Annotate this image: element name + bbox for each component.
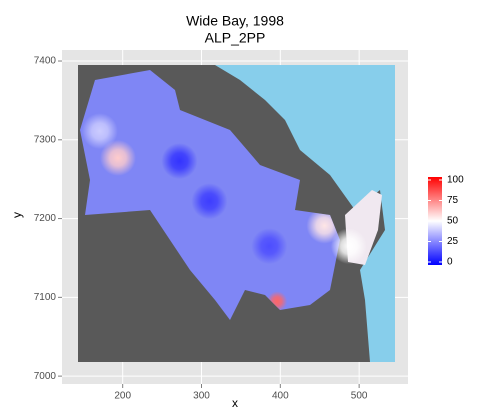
colorbar bbox=[428, 177, 442, 265]
x-tick-label: 200 bbox=[114, 391, 131, 402]
colorbar-label: 50 bbox=[447, 216, 459, 227]
hotspot bbox=[161, 143, 198, 180]
y-tick-label: 7300 bbox=[34, 134, 57, 145]
chart-subtitle: ALP_2PP bbox=[205, 30, 266, 46]
y-tick-label: 7400 bbox=[34, 56, 57, 67]
x-tick-label: 300 bbox=[193, 391, 210, 402]
colorbar-label: 100 bbox=[447, 175, 464, 186]
x-axis-label: x bbox=[232, 396, 238, 410]
hotspot bbox=[191, 183, 228, 220]
y-axis-label: y bbox=[10, 212, 24, 218]
chart-title: Wide Bay, 1998 bbox=[186, 13, 284, 29]
hotspot bbox=[251, 228, 288, 265]
coastal-hotspots bbox=[330, 228, 367, 265]
y-tick-label: 7200 bbox=[34, 213, 57, 224]
colorbar-label: 75 bbox=[447, 195, 459, 206]
y-tick-label: 7000 bbox=[34, 371, 57, 382]
hotspot bbox=[99, 139, 136, 176]
y-tick-label: 7100 bbox=[34, 292, 57, 303]
sea bbox=[215, 65, 395, 362]
hotspot bbox=[81, 113, 118, 150]
x-tick-label: 500 bbox=[351, 391, 368, 402]
colorbar-label: 0 bbox=[447, 257, 453, 268]
hotspot bbox=[330, 228, 367, 265]
colorbar-label: 25 bbox=[447, 236, 459, 247]
x-tick-label: 400 bbox=[272, 391, 289, 402]
